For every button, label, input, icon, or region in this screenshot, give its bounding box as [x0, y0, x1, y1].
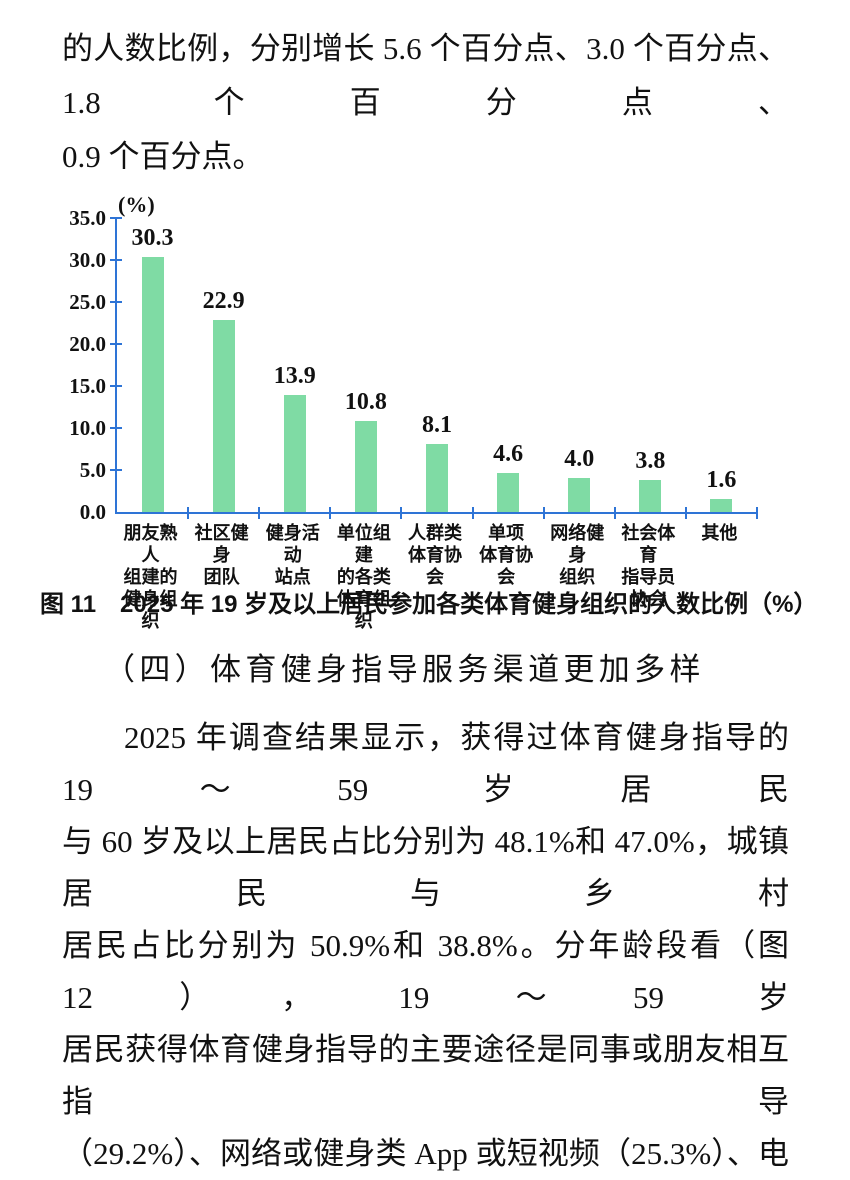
bar-group: 22.9: [188, 288, 259, 512]
y-axis-tick: [110, 217, 122, 219]
bar: [354, 421, 377, 512]
figure-caption: 图 11 2025 年 19 岁及以上居民参加各类体育健身组织的人数比例（%）: [40, 591, 818, 618]
bar-group: 8.1: [401, 412, 472, 512]
bar-value-label: 22.9: [202, 287, 245, 314]
x-axis-category-label: 单项 体育协会: [471, 522, 542, 632]
x-axis-tick: [329, 507, 332, 519]
y-axis-tick-label: 10.0: [69, 416, 106, 440]
bar: [497, 473, 520, 512]
bar-value-label: 10.8: [344, 389, 387, 416]
x-axis-label-line: 人群类: [407, 523, 462, 543]
bar-value-label: 4.0: [564, 446, 595, 473]
y-axis-tick-label: 5.0: [79, 458, 106, 482]
y-axis-tick: [110, 343, 122, 345]
bar: [212, 319, 235, 512]
x-axis-tick: [613, 507, 616, 519]
x-axis-label-line: 网络健身: [550, 523, 605, 565]
x-axis-label-line: 组织: [559, 567, 596, 587]
y-axis-tick-label: 15.0: [69, 374, 106, 398]
bar-value-label: 30.3: [131, 225, 174, 252]
text-line: 0.9 个百分点。: [62, 139, 264, 174]
y-axis-tick-label: 0.0: [79, 500, 106, 524]
y-axis-tick-label: 30.0: [69, 248, 106, 272]
text-line: 居民占比分别为 50.9%和 38.8%。分年龄段看（图 12），19～59 岁: [62, 928, 789, 1015]
y-axis-tick-label: 20.0: [69, 332, 106, 356]
x-axis-category-label: 人群类 体育协会: [399, 522, 470, 632]
figure-11-bar-chart: (%) 0.0 5.0 10.0 15.0 20.0 25.0 30.0 35.0 30.3 22.…: [58, 192, 770, 631]
x-axis-tick: [542, 507, 545, 519]
x-axis-label-line: 健身组织: [123, 589, 178, 631]
x-axis-tick: [258, 507, 261, 519]
x-axis-category-label: 单位组建 的各类 体育组织: [328, 522, 399, 632]
y-axis-tick: [110, 301, 122, 303]
x-axis-label-line: 社会体育: [621, 523, 676, 565]
bar-group: 1.6: [686, 467, 757, 512]
bar: [283, 395, 306, 512]
text-line: （29.2%）、网络或健身类 App 或短视频（25.3%）、电视或广播: [62, 1136, 789, 1171]
y-axis-tick: [110, 259, 122, 261]
y-axis-tick-label: 35.0: [69, 206, 106, 230]
x-axis-label-line: 单位组建: [336, 523, 391, 565]
bar: [141, 257, 164, 512]
bar-group: 4.6: [473, 441, 544, 512]
x-axis-label-line: 体育协会: [407, 545, 462, 587]
section-heading: （四）体育健身指导服务渠道更加多样: [104, 652, 705, 687]
y-axis-tick-label: 25.0: [69, 290, 106, 314]
bar: [710, 498, 733, 512]
intro-paragraph: 的人数比例，分别增长 5.6 个百分点、3.0 个百分点、1.8 个百分点、 0.…: [62, 0, 789, 184]
bar: [639, 480, 662, 512]
x-axis-tick: [400, 507, 403, 519]
text-line: 居民获得体育健身指导的主要途径是同事或朋友相互指导: [62, 1032, 789, 1119]
bar-value-label: 4.6: [493, 441, 524, 468]
x-axis-label-line: 团队: [203, 567, 240, 587]
chart-plot-area: 30.3 22.9 13.9 10.8 8.1 4.6 4.0 3.8 1.6: [110, 217, 758, 519]
bars-container: 30.3 22.9 13.9 10.8 8.1 4.6 4.0 3.8 1.6: [117, 218, 757, 512]
x-axis-label-line: 朋友熟人: [123, 523, 178, 565]
x-axis-category-label: 其他: [684, 522, 755, 632]
bar-group: 30.3: [117, 225, 188, 512]
figure-11: (%) 0.0 5.0 10.0 15.0 20.0 25.0 30.0 35.0 30.3 22.…: [0, 192, 850, 631]
x-axis-category-label: 朋友熟人 组建的 健身组织: [115, 522, 186, 632]
bar-group: 13.9: [259, 363, 330, 512]
bar-group: 10.8: [330, 389, 401, 512]
bar-value-label: 1.6: [706, 466, 737, 493]
text-line: 2025 年调查结果显示，获得过体育健身指导的 19～59 岁居民: [62, 720, 789, 807]
body-paragraph: 2025 年调查结果显示，获得过体育健身指导的 19～59 岁居民与 60 岁及…: [62, 712, 789, 1180]
x-axis-category-label: 健身活动 站点: [257, 522, 328, 632]
x-axis-category-label: 社会体育 指导员协会: [613, 522, 684, 632]
y-axis-tick: [110, 427, 122, 429]
y-axis-unit-label: (%): [118, 192, 155, 217]
bar-group: 4.0: [544, 446, 615, 512]
x-axis-label-line: 组建的: [123, 567, 178, 587]
y-axis-tick: [110, 385, 122, 387]
y-axis-tick: [110, 469, 122, 471]
x-axis-label-line: 健身活动: [265, 523, 320, 565]
bar-value-label: 13.9: [273, 363, 316, 390]
text-line: 与 60 岁及以上居民占比分别为 48.1%和 47.0%，城镇居民与乡村: [62, 824, 789, 911]
x-axis-tick: [187, 507, 190, 519]
x-axis-label-line: 体育组织: [336, 589, 391, 631]
x-axis-label-line: 的各类: [336, 567, 391, 587]
x-axis-label-line: 体育协会: [479, 545, 534, 587]
x-axis-label-line: 其他: [701, 523, 738, 543]
x-axis-tick: [756, 507, 758, 519]
bar-value-label: 3.8: [635, 448, 666, 475]
x-axis-label-line: 社区健身: [194, 523, 249, 565]
x-axis-category-label: 网络健身 组织: [542, 522, 613, 632]
x-axis-tick: [471, 507, 474, 519]
text-line: 的人数比例，分别增长 5.6 个百分点、3.0 个百分点、1.8 个百分点、: [62, 31, 789, 120]
x-axis-tick: [684, 507, 687, 519]
x-axis-label-line: 站点: [274, 567, 311, 587]
bar-value-label: 8.1: [421, 411, 452, 438]
x-axis-category-label: 社区健身 团队: [186, 522, 257, 632]
x-axis-labels: 朋友熟人 组建的 健身组织 社区健身 团队 健身活动 站点 单位组建 的各类 体育组织 人群类 体育协…: [115, 522, 755, 632]
x-axis-label-line: 单项: [488, 523, 525, 543]
bar: [425, 443, 448, 512]
bar-group: 3.8: [615, 448, 686, 512]
bar: [568, 478, 591, 512]
x-axis-label-line: 指导员协会: [621, 567, 676, 609]
